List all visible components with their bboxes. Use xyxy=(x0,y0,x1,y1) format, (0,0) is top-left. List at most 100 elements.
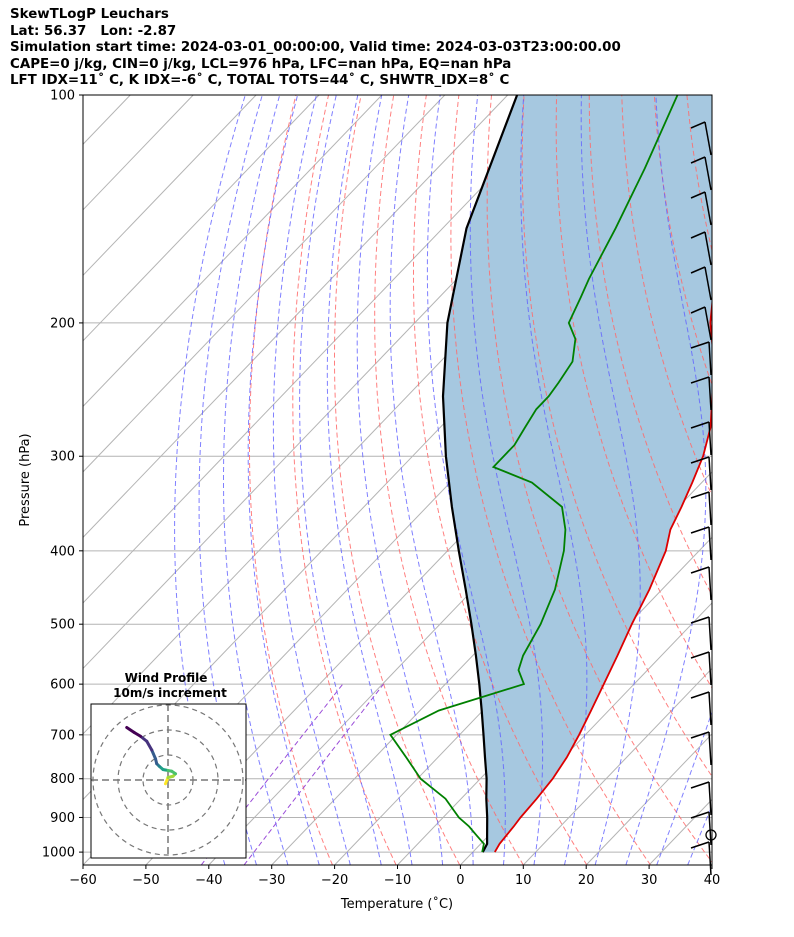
moist-adiabat xyxy=(520,95,588,865)
dry-adiabat xyxy=(752,94,794,865)
moist-adiabat xyxy=(469,95,544,865)
wind-barb xyxy=(708,616,712,651)
inset-title: Wind Profile xyxy=(125,671,208,685)
x-tick-label: −50 xyxy=(132,873,159,888)
moist-adiabat xyxy=(272,95,351,865)
dry-adiabat xyxy=(334,95,461,865)
x-tick-label: 10 xyxy=(515,873,532,888)
y-tick-label: 700 xyxy=(50,728,75,743)
wind-barb xyxy=(708,566,712,601)
inset-subtitle: 10m/s increment xyxy=(113,686,227,700)
wind-barb xyxy=(708,456,712,491)
y-tick-label: 900 xyxy=(50,811,75,826)
hodograph-segment xyxy=(145,739,154,752)
moist-adiabat xyxy=(247,95,320,865)
moist-adiabat xyxy=(719,95,794,865)
dry-adiabat xyxy=(249,95,333,865)
y-axis-label: Pressure (hPa) xyxy=(18,433,33,526)
dry-adiabat xyxy=(555,95,712,689)
wind-barb xyxy=(708,376,712,411)
location-line: Lat: 56.37 Lon: -2.87 xyxy=(10,23,177,39)
moist-adiabat xyxy=(656,710,712,865)
wind-profile-inset: Wind Profile 10m/s increment xyxy=(90,671,247,859)
isotherm-line xyxy=(83,95,571,604)
wind-barb xyxy=(708,781,712,816)
y-tick-label: 600 xyxy=(50,678,75,693)
wind-barb xyxy=(708,841,712,876)
wind-barb-flag xyxy=(690,376,710,384)
wind-barb xyxy=(708,341,712,376)
wind-barb-flag xyxy=(690,231,706,239)
x-tick-label: 30 xyxy=(641,873,658,888)
dry-adiabat xyxy=(486,95,712,863)
isotherm-line xyxy=(83,95,446,473)
isotherm-line xyxy=(334,471,712,865)
wind-barb xyxy=(708,651,712,686)
x-tick-label: 20 xyxy=(578,873,595,888)
x-tick-label: −60 xyxy=(69,873,96,888)
wind-barb xyxy=(704,306,712,341)
wind-barb-flag xyxy=(690,616,710,624)
wind-barb xyxy=(708,526,712,561)
moist-adiabat xyxy=(580,95,641,865)
wind-barb xyxy=(708,731,712,766)
calm-wind-circle xyxy=(705,829,717,841)
wind-barb-flag xyxy=(690,841,710,849)
moist-adiabat xyxy=(687,804,712,865)
dry-adiabat xyxy=(719,94,794,865)
isotherm-line xyxy=(0,95,67,865)
chart-title: SkewTLogP Leuchars xyxy=(10,7,169,22)
x-tick-label: −20 xyxy=(321,873,348,888)
moist-adiabat xyxy=(356,95,444,865)
y-tick-label: 800 xyxy=(50,772,75,787)
wind-barb-flag xyxy=(690,566,710,574)
y-tick-label: 100 xyxy=(50,89,75,104)
wind-barb xyxy=(708,691,712,726)
isotherm-line xyxy=(83,95,257,277)
axis-ticks: −60 −50 −40 −30 −20 −10 0 10 20 30 40 100 200 300 400 5… xyxy=(42,89,720,889)
mixing-ratio-line xyxy=(200,683,344,865)
moist-adiabat xyxy=(174,95,246,865)
moist-adiabat xyxy=(389,95,474,865)
parcel-line xyxy=(441,95,519,853)
wind-barb xyxy=(704,191,712,226)
moist-adiabat xyxy=(326,95,413,865)
dry-adiabat xyxy=(450,95,651,865)
wind-barb-flag xyxy=(690,781,710,789)
wind-barb-flag xyxy=(690,156,706,164)
moist-adiabat xyxy=(198,95,263,865)
hodograph-segment xyxy=(150,748,157,761)
mixing-ratio-line xyxy=(243,683,384,865)
dry-adiabat xyxy=(785,94,794,865)
dry-adiabat xyxy=(686,95,712,253)
wind-barb-flag xyxy=(690,491,710,499)
y-tick-label: 1000 xyxy=(42,846,75,861)
temperature-line xyxy=(494,296,712,853)
wind-barb xyxy=(708,421,712,456)
isotherm-line xyxy=(83,95,320,342)
y-tick-label: 200 xyxy=(50,316,75,331)
wind-barbs xyxy=(690,121,717,876)
x-tick-label: 40 xyxy=(704,873,721,888)
y-tick-label: 500 xyxy=(50,618,75,633)
isotherm-line xyxy=(522,667,712,865)
y-tick-label: 400 xyxy=(50,544,75,559)
wind-barb xyxy=(704,231,712,266)
moist-adiabat xyxy=(426,95,506,865)
wind-barb-flag xyxy=(690,191,706,199)
isotherm-line xyxy=(83,95,383,408)
x-tick-label: 0 xyxy=(456,873,464,888)
wind-barb-flag xyxy=(690,731,710,739)
isotherm-line xyxy=(711,864,712,865)
dry-adiabat xyxy=(588,95,712,597)
wind-barb-flag xyxy=(690,306,706,314)
dry-adiabat xyxy=(374,95,524,865)
stability-indices-line: CAPE=0 j/kg, CIN=0 j/kg, LCL=976 hPa, LF… xyxy=(10,56,512,72)
wind-barb xyxy=(704,266,712,301)
hodograph-segment xyxy=(125,726,136,734)
x-axis-label: Temperature (˚C) xyxy=(340,896,453,912)
adiabat-layer xyxy=(174,94,794,865)
moist-adiabat xyxy=(299,95,382,865)
x-tick-label: −40 xyxy=(195,873,222,888)
